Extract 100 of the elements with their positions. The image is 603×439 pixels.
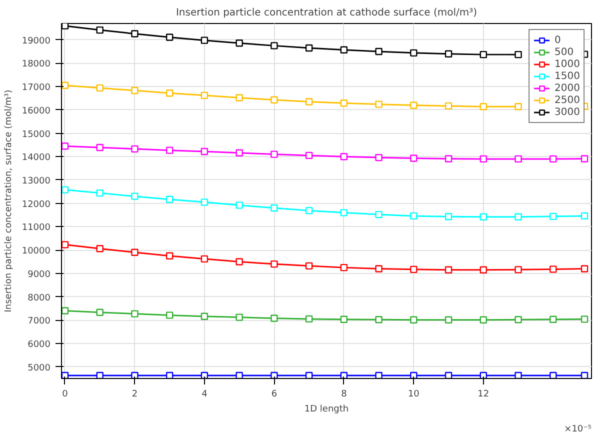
legend-label: 2000 — [554, 82, 580, 94]
point — [580, 265, 588, 272]
point — [131, 30, 138, 38]
point — [96, 84, 104, 92]
x-tick-label: 4 — [202, 390, 208, 400]
legend-label: 500 — [554, 46, 575, 58]
point — [444, 213, 452, 220]
point — [305, 315, 313, 323]
point — [270, 96, 278, 104]
y-tick-label: 15000 — [22, 130, 51, 140]
point — [131, 248, 138, 256]
point — [580, 372, 588, 378]
point — [550, 372, 557, 378]
point — [236, 372, 243, 378]
x-tick-label: 8 — [341, 390, 348, 400]
point — [514, 103, 522, 110]
y-tick-label: 11000 — [22, 223, 51, 234]
point — [270, 314, 278, 322]
legend-label: 2500 — [554, 94, 580, 106]
point — [270, 260, 278, 268]
y-tick-label: 18000 — [22, 60, 51, 70]
point — [340, 316, 348, 324]
point — [480, 316, 488, 324]
y-tick-label: 10000 — [22, 246, 51, 257]
point — [410, 266, 418, 274]
point — [305, 206, 313, 214]
point — [480, 103, 488, 110]
text: ×10⁻⁵ — [564, 424, 592, 434]
point — [514, 266, 522, 274]
point — [166, 372, 174, 378]
y-axis-title: Insertion particle concentration, surface (mol/m³) — [4, 90, 14, 312]
y-tick-label: 14000 — [22, 153, 51, 164]
point — [270, 42, 278, 50]
x-axis-title: 1D length — [304, 404, 349, 414]
point — [305, 262, 313, 270]
point — [236, 94, 243, 102]
point — [514, 50, 522, 58]
point — [375, 48, 382, 56]
point — [166, 196, 174, 203]
legend-label: 1500 — [554, 70, 580, 82]
point — [340, 100, 348, 107]
point — [62, 186, 69, 194]
point — [236, 314, 243, 321]
point — [550, 266, 557, 273]
point — [305, 98, 313, 106]
point — [375, 154, 382, 162]
y-tick-label: 17000 — [22, 83, 51, 94]
point — [200, 255, 208, 263]
point — [270, 150, 278, 158]
point — [375, 100, 382, 108]
point — [62, 307, 69, 314]
point — [200, 36, 208, 44]
chart-title: Insertion particle concentration at cathode surface (mol/m³) — [176, 8, 478, 18]
point — [514, 372, 522, 378]
x-tick-label: 10 — [408, 390, 420, 400]
point — [96, 245, 104, 252]
point — [96, 144, 104, 152]
point — [96, 26, 104, 34]
point — [480, 50, 488, 58]
point — [550, 316, 557, 324]
point — [236, 258, 243, 266]
point — [200, 312, 208, 320]
point — [236, 40, 243, 47]
point — [236, 149, 243, 156]
point — [580, 316, 588, 323]
point — [514, 316, 522, 324]
point — [410, 372, 418, 378]
point — [270, 204, 278, 212]
point — [444, 50, 452, 58]
point — [580, 212, 588, 220]
point — [410, 154, 418, 162]
y-tick-label: 19000 — [22, 36, 51, 46]
point — [62, 24, 69, 30]
y-tick-label: 16000 — [22, 106, 51, 116]
point — [410, 212, 418, 220]
point — [131, 86, 138, 94]
y-tick-label: 5000 — [28, 363, 51, 374]
point — [96, 308, 104, 316]
point — [305, 44, 313, 52]
point — [166, 146, 174, 154]
point — [410, 316, 418, 324]
point — [480, 266, 488, 274]
point — [340, 209, 348, 216]
point — [340, 153, 348, 160]
point — [305, 372, 313, 378]
point — [550, 212, 557, 220]
point — [480, 213, 488, 220]
point — [200, 198, 208, 206]
point — [375, 316, 382, 324]
point — [270, 372, 278, 378]
y-tick-label: 6000 — [28, 340, 51, 350]
point — [166, 90, 174, 97]
point — [444, 155, 452, 162]
point — [305, 152, 313, 160]
point — [131, 145, 138, 153]
point — [340, 46, 348, 54]
point — [444, 372, 452, 378]
y-tick-label: 12000 — [22, 200, 51, 210]
point — [444, 102, 452, 110]
point — [62, 241, 69, 248]
